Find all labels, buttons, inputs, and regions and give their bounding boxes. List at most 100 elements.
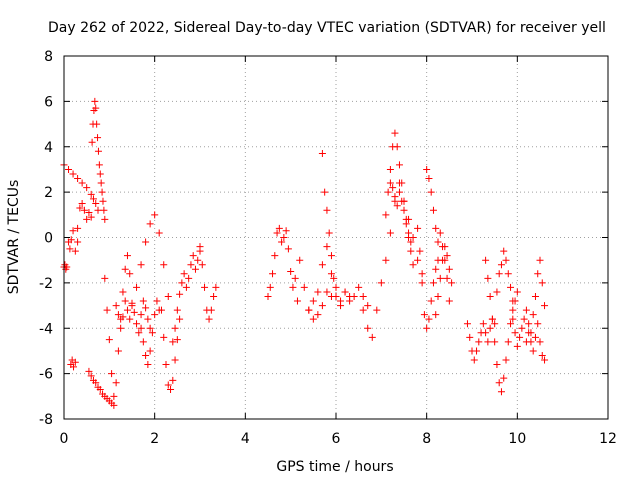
data-point [123,252,131,260]
data-point [414,224,422,232]
data-point [74,224,82,232]
data-point [423,165,431,173]
data-point [325,229,333,237]
y-tick-label: -2 [39,276,53,292]
data-point [500,247,508,255]
data-point [364,324,372,332]
data-point [531,333,539,341]
data-point [525,329,533,337]
data-point [96,386,104,394]
data-point [271,252,279,260]
data-point [393,143,401,151]
data-point [314,288,322,296]
data-point [123,306,131,314]
data-point [518,324,526,332]
data-point [126,270,134,278]
data-point [101,274,109,282]
data-point [538,279,546,287]
y-tick-label: -6 [39,367,53,383]
data-point [89,195,97,203]
data-point [359,306,367,314]
data-point [432,311,440,319]
data-point [409,261,417,269]
data-point [482,256,490,264]
data-point [112,379,120,387]
data-point [273,229,281,237]
data-point [146,220,154,228]
data-point [117,324,125,332]
data-point [337,297,345,305]
data-point [482,329,490,337]
data-point [500,374,508,382]
x-axis-label: GPS time / hours [276,459,393,475]
data-point [497,388,505,396]
data-point [173,336,181,344]
y-tick-label: -8 [39,412,53,428]
data-point [445,265,453,273]
series-arc-12 [169,247,204,346]
data-point [513,288,521,296]
data-point [164,381,172,389]
y-tick-label: 8 [44,49,53,65]
data-point [429,279,437,287]
data-point [395,161,403,169]
data-point [212,283,220,291]
data-point [400,206,408,214]
data-point [486,324,494,332]
data-point [289,283,297,291]
data-point [341,288,349,296]
data-point [441,243,449,251]
data-point [377,279,385,287]
data-point [488,315,496,323]
data-point [114,347,122,355]
data-point [432,265,440,273]
data-point [484,274,492,282]
data-point [386,229,394,237]
data-point [87,190,95,198]
data-point [502,356,510,364]
data-point [103,306,111,314]
data-point [167,386,175,394]
data-point [139,297,147,305]
data-point [382,256,390,264]
data-point [173,306,181,314]
data-point [144,361,152,369]
data-point [434,292,442,300]
data-point [386,165,394,173]
data-point [98,188,106,196]
data-point [504,338,512,346]
data-point [83,215,91,223]
data-point [169,376,177,384]
data-point [99,197,107,205]
data-point [427,297,435,305]
data-point [65,165,73,173]
series-arc-03 [65,227,82,255]
data-point [70,363,78,371]
data-point [180,270,188,278]
data-point [522,306,530,314]
data-point [443,252,451,260]
series-arc-16 [318,150,340,300]
data-point [511,329,519,337]
data-point [525,320,533,328]
data-point [389,184,397,192]
data-point [318,150,326,158]
x-tick-label: 4 [241,431,250,447]
data-point [112,302,120,310]
data-point [146,324,154,332]
data-point [87,372,95,380]
series-arc-07 [101,252,134,400]
data-point [69,227,77,235]
data-point [305,306,313,314]
data-point [475,338,483,346]
data-point [520,315,528,323]
data-point [405,229,413,237]
data-point [416,247,424,255]
data-point [194,256,202,264]
data-point [507,283,515,291]
data-point [368,333,376,341]
data-point [309,297,317,305]
data-point [436,229,444,237]
data-point [509,315,517,323]
